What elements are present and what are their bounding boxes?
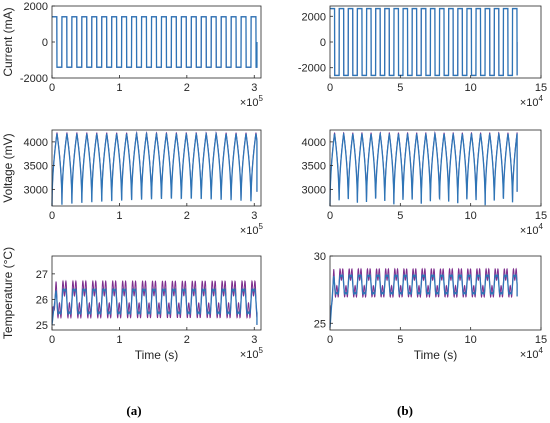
y-axis-label: Current (mA) bbox=[1, 7, 15, 76]
x-multiplier-base: ×10 bbox=[520, 97, 539, 109]
x-tick-label: 15 bbox=[535, 210, 547, 222]
x-tick-label: 2 bbox=[184, 82, 190, 94]
axes-box bbox=[51, 129, 262, 207]
x-axis-label: Time (s) bbox=[414, 348, 458, 362]
y-tick-label: -2000 bbox=[20, 73, 48, 85]
x-multiplier-base: ×10 bbox=[240, 349, 259, 361]
x-multiplier: ×104 bbox=[520, 222, 544, 237]
panel-label-a: (a) bbox=[126, 403, 141, 418]
y-tick-label: 2000 bbox=[302, 11, 326, 23]
x-tick-label: 2 bbox=[184, 210, 190, 222]
x-multiplier: ×105 bbox=[240, 94, 264, 109]
chart-temperature-a: 0 1 2 3 25 26 27 ×105 Temperature (°C) Time (s) bbox=[1, 247, 264, 362]
axes-box bbox=[329, 129, 542, 207]
x-multiplier-base: ×10 bbox=[240, 225, 259, 237]
x-tick-label: 5 bbox=[397, 210, 403, 222]
x-tick-label: 15 bbox=[535, 334, 547, 346]
series-estimated-line bbox=[329, 274, 518, 328]
x-multiplier: ×104 bbox=[520, 346, 544, 361]
series-estimated-line bbox=[51, 131, 258, 207]
chart-voltage-a: 0 1 2 3 3000 3500 4000 ×105 Voltage (mV) bbox=[1, 129, 264, 237]
y-tick-label: -2000 bbox=[298, 63, 326, 75]
x-tick-label: 0 bbox=[327, 210, 333, 222]
x-tick-label: 0 bbox=[327, 82, 333, 94]
y-tick-label: 3000 bbox=[24, 184, 48, 196]
x-multiplier: ×105 bbox=[240, 346, 264, 361]
x-tick-label: 1 bbox=[116, 82, 122, 94]
x-multiplier-exponent: 4 bbox=[539, 94, 544, 103]
x-tick-label: 0 bbox=[49, 210, 55, 222]
x-multiplier-base: ×10 bbox=[520, 349, 539, 361]
x-tick-label: 3 bbox=[251, 334, 257, 346]
x-multiplier-exponent: 5 bbox=[259, 346, 264, 355]
y-tick-label: 25 bbox=[314, 318, 326, 330]
x-tick-label: 1 bbox=[116, 334, 122, 346]
y-axis-label: Voltage (mV) bbox=[1, 133, 15, 202]
x-axis-label: Time (s) bbox=[135, 348, 179, 362]
series-estimated-line bbox=[51, 288, 258, 325]
x-multiplier-exponent: 5 bbox=[259, 222, 264, 231]
y-tick-label: 3500 bbox=[302, 161, 326, 173]
y-tick-label: 25 bbox=[36, 320, 48, 332]
x-tick-label: 5 bbox=[397, 82, 403, 94]
y-tick-label: 27 bbox=[36, 269, 48, 281]
x-multiplier-exponent: 5 bbox=[259, 94, 264, 103]
x-tick-label: 5 bbox=[397, 334, 403, 346]
y-tick-label: 4000 bbox=[24, 137, 48, 149]
y-tick-label: 30 bbox=[314, 251, 326, 263]
x-multiplier-base: ×10 bbox=[240, 97, 259, 109]
y-tick-label: 3500 bbox=[24, 161, 48, 173]
y-tick-label: 3000 bbox=[302, 184, 326, 196]
x-tick-label: 10 bbox=[465, 82, 477, 94]
y-tick-label: 0 bbox=[320, 37, 326, 49]
panel-label-b: (b) bbox=[397, 403, 413, 418]
x-tick-label: 3 bbox=[251, 82, 257, 94]
y-tick-label: 26 bbox=[36, 294, 48, 306]
x-tick-label: 2 bbox=[184, 334, 190, 346]
chart-voltage-b: 0 5 10 15 3000 3500 4000 ×104 bbox=[302, 129, 547, 237]
series-estimated-line bbox=[329, 131, 518, 207]
y-tick-label: 0 bbox=[42, 37, 48, 49]
y-tick-label: 2000 bbox=[24, 1, 48, 13]
x-tick-label: 0 bbox=[49, 334, 55, 346]
series-estimated-line bbox=[330, 7, 518, 77]
x-multiplier-base: ×10 bbox=[520, 225, 539, 237]
x-multiplier-exponent: 4 bbox=[539, 222, 544, 231]
axes-box bbox=[329, 255, 542, 331]
x-tick-label: 0 bbox=[49, 82, 55, 94]
x-multiplier: ×105 bbox=[240, 222, 264, 237]
y-axis-label: Temperature (°C) bbox=[1, 247, 15, 339]
series-measured-line bbox=[329, 267, 518, 326]
axes-box bbox=[51, 255, 262, 331]
x-tick-label: 0 bbox=[327, 334, 333, 346]
x-multiplier: ×104 bbox=[520, 94, 544, 109]
series-estimated-line bbox=[52, 16, 258, 68]
x-tick-label: 1 bbox=[116, 210, 122, 222]
y-tick-label: 4000 bbox=[302, 137, 326, 149]
x-tick-label: 15 bbox=[535, 82, 547, 94]
series-measured-line bbox=[330, 8, 518, 76]
x-tick-label: 10 bbox=[465, 334, 477, 346]
x-tick-label: 3 bbox=[251, 210, 257, 222]
chart-temperature-b: 0 5 10 15 25 30 ×104 Time (s) bbox=[314, 251, 547, 362]
x-multiplier-exponent: 4 bbox=[539, 346, 544, 355]
x-tick-label: 10 bbox=[465, 210, 477, 222]
